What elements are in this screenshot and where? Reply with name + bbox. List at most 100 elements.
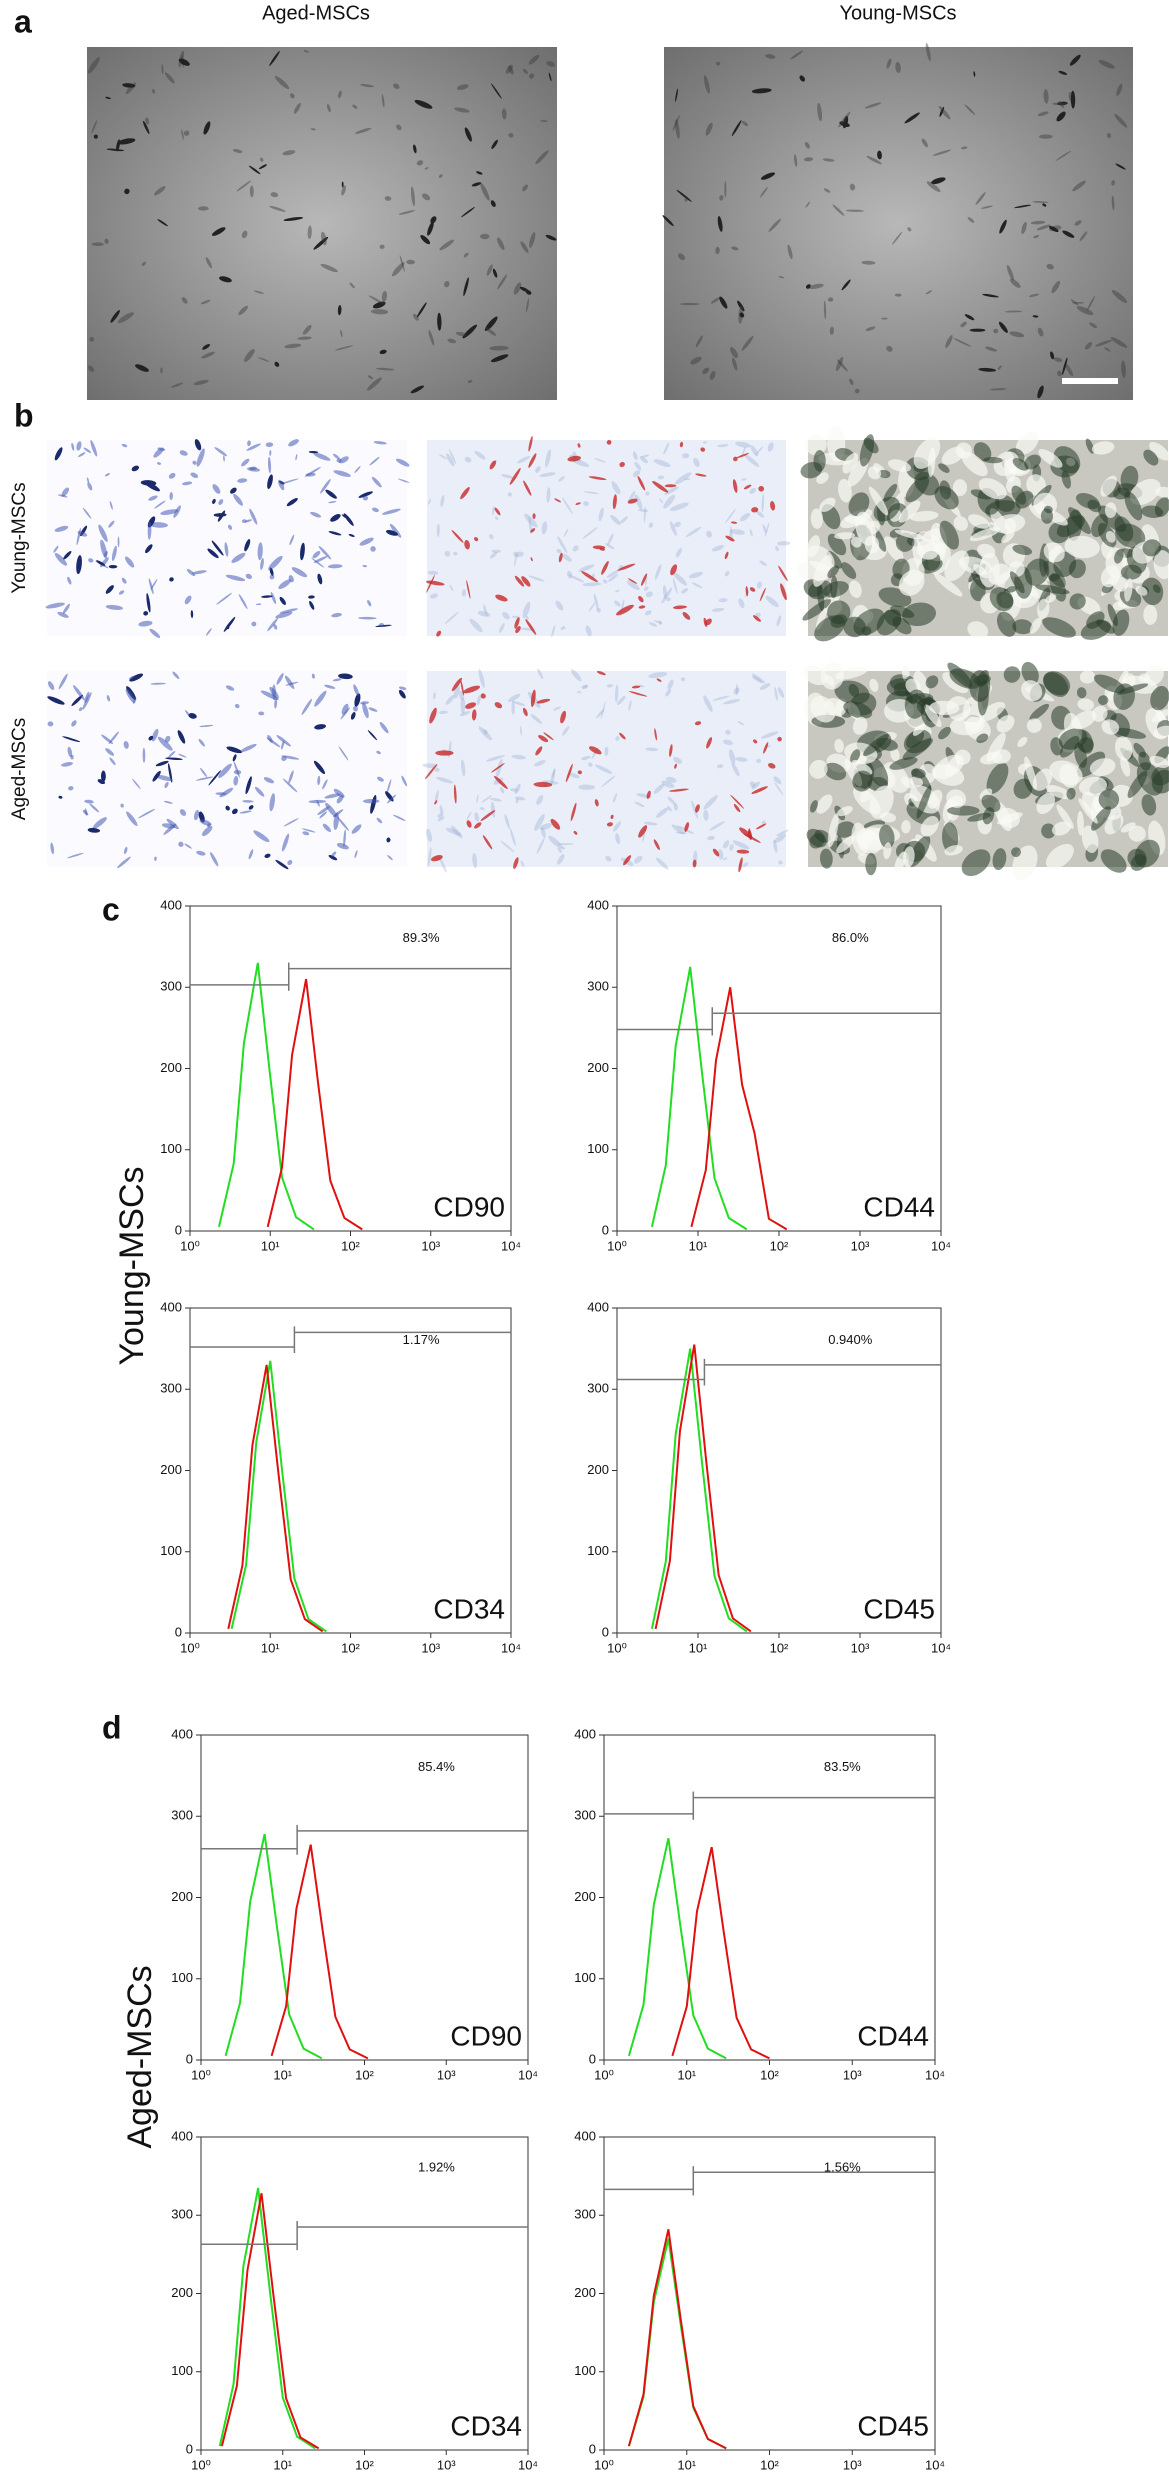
- cell: [619, 516, 629, 524]
- cell: [809, 759, 828, 779]
- histogram-curve: [270, 1844, 369, 2060]
- cell: [513, 282, 522, 295]
- cell: [565, 763, 573, 783]
- cell: [674, 472, 692, 485]
- cell: [601, 560, 609, 575]
- cell: [67, 746, 73, 758]
- cell: [731, 357, 738, 371]
- cell: [507, 693, 521, 702]
- cell: [157, 462, 162, 465]
- cell: [267, 456, 272, 474]
- y-tick-label: 300: [587, 1381, 609, 1396]
- cell: [152, 770, 161, 782]
- cell: [645, 491, 650, 496]
- cell: [920, 815, 939, 837]
- cell: [429, 593, 438, 599]
- cell: [230, 487, 237, 494]
- cell: [471, 182, 482, 187]
- cell: [177, 730, 186, 744]
- cell: [367, 375, 374, 380]
- cell: [474, 537, 479, 542]
- cell: [735, 757, 748, 762]
- cell: [989, 587, 1014, 612]
- x-tick-label: 10²: [770, 1238, 789, 1253]
- cell: [738, 598, 745, 609]
- cell: [275, 859, 289, 870]
- cell: [1042, 671, 1071, 696]
- cell: [556, 843, 574, 846]
- cell: [731, 246, 739, 251]
- y-tick-label: 200: [574, 2285, 596, 2300]
- cell: [768, 218, 781, 232]
- cell: [1104, 814, 1124, 835]
- cell: [373, 441, 387, 445]
- cell: [827, 813, 839, 848]
- cell: [774, 686, 778, 701]
- cell: [925, 675, 939, 689]
- cell: [514, 554, 517, 567]
- cell: [163, 800, 173, 804]
- cell: [631, 685, 641, 689]
- cell: [535, 150, 549, 165]
- cell: [539, 823, 552, 831]
- cell: [883, 536, 904, 562]
- cell: [612, 494, 617, 510]
- y-tick-label: 300: [160, 979, 182, 994]
- cell: [524, 513, 538, 528]
- cell: [317, 775, 321, 786]
- cell: [1077, 698, 1095, 711]
- cell: [745, 586, 749, 597]
- cell: [326, 104, 331, 113]
- cell: [639, 456, 648, 464]
- cell: [211, 227, 226, 236]
- cell: [61, 762, 73, 767]
- cell: [578, 784, 596, 790]
- cell: [218, 499, 224, 505]
- cell: [649, 622, 658, 627]
- cell: [742, 862, 749, 868]
- cell: [550, 768, 556, 786]
- cell: [379, 721, 389, 734]
- cell: [164, 735, 171, 743]
- cell: [755, 446, 763, 456]
- cell: [105, 748, 115, 756]
- cell: [489, 345, 509, 351]
- cell: [731, 762, 740, 777]
- cell: [947, 805, 980, 816]
- cell: [949, 715, 985, 736]
- cell: [284, 343, 302, 349]
- cell: [188, 712, 197, 719]
- cell: [337, 305, 342, 316]
- cell: [122, 83, 136, 88]
- cell: [153, 186, 166, 196]
- cell: [731, 120, 742, 137]
- cell: [207, 548, 219, 559]
- cell: [673, 605, 687, 610]
- cell: [1037, 385, 1044, 399]
- cell: [1048, 521, 1070, 544]
- cell: [109, 757, 116, 766]
- cell: [535, 466, 541, 474]
- cell: [703, 795, 718, 810]
- cell: [716, 61, 721, 66]
- cell: [614, 684, 619, 703]
- cell: [658, 620, 662, 625]
- cell: [1141, 505, 1164, 518]
- cell: [501, 474, 514, 479]
- cell: [747, 829, 753, 841]
- cell: [88, 558, 94, 563]
- cell: [289, 534, 295, 546]
- y-tick-label: 0: [186, 2441, 193, 2456]
- histogram-curve: [627, 2229, 727, 2450]
- x-tick-label: 10³: [843, 2457, 862, 2472]
- cell: [619, 461, 625, 468]
- cell: [297, 336, 312, 340]
- cell: [702, 367, 710, 375]
- cell: [460, 680, 464, 696]
- cell: [105, 604, 124, 610]
- cell: [437, 816, 445, 822]
- cell: [1114, 549, 1124, 564]
- y-tick-label: 400: [587, 897, 609, 912]
- cell: [973, 71, 976, 77]
- plot-frame: [616, 905, 942, 1232]
